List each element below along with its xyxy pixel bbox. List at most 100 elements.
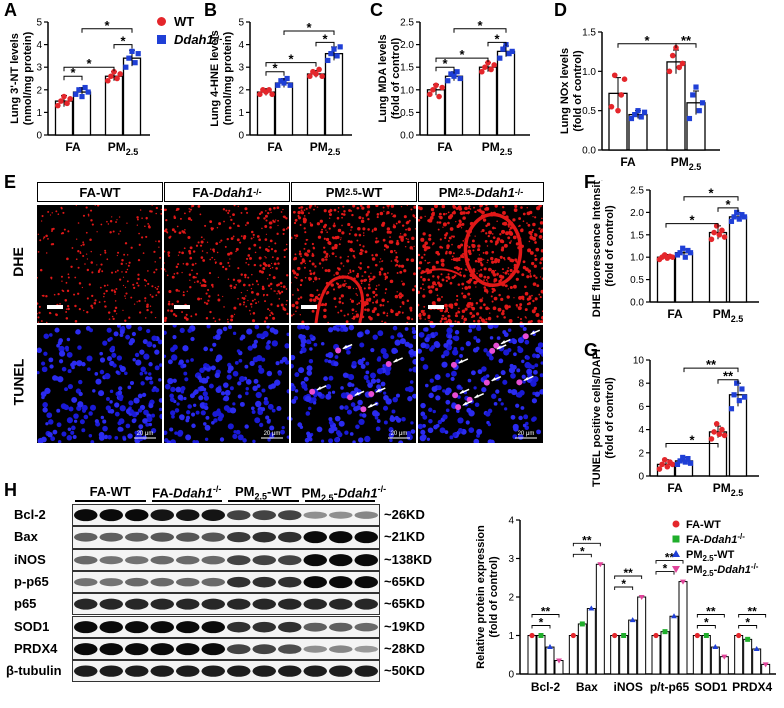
data-point bbox=[615, 107, 621, 114]
y-tick-label: 1.5 bbox=[582, 28, 596, 39]
blot-band bbox=[150, 665, 174, 677]
data-point bbox=[506, 51, 512, 57]
blot-band bbox=[252, 598, 276, 610]
data-point bbox=[111, 68, 117, 75]
bar bbox=[710, 646, 720, 675]
bar bbox=[728, 216, 748, 303]
tunel-positive-cell bbox=[455, 404, 462, 411]
data-point bbox=[703, 633, 709, 638]
data-point bbox=[579, 621, 585, 627]
blot-band bbox=[74, 533, 98, 542]
y-tick-label: 6 bbox=[638, 402, 644, 413]
micrograph-column-header: PM 2.5- Ddah1 -/- bbox=[418, 182, 544, 202]
blot-band bbox=[252, 643, 276, 654]
blot-strip bbox=[72, 615, 380, 638]
data-point bbox=[635, 108, 641, 114]
legend-item-wt: WT bbox=[157, 12, 222, 30]
bar bbox=[674, 252, 694, 303]
data-point bbox=[762, 662, 769, 668]
blot-band bbox=[125, 509, 149, 522]
blot-strip bbox=[72, 660, 380, 683]
blot-band bbox=[176, 598, 200, 610]
data-point bbox=[745, 636, 751, 642]
legend-label: PM2.5-Ddah1-/- bbox=[686, 562, 759, 578]
data-point bbox=[85, 89, 91, 95]
bar bbox=[577, 623, 587, 675]
legend-label-ko-sup: -/- bbox=[213, 34, 223, 44]
x-tick-label: PM2.5 bbox=[310, 140, 341, 157]
bar bbox=[256, 91, 276, 136]
x-tick-label: PM2.5 bbox=[482, 140, 513, 157]
blot-band bbox=[176, 509, 200, 521]
micrograph-grid: FA-WT FA- Ddah1 -/- PM 2.5 -WT PM 2.5- Ddah1 -/- DH… bbox=[10, 182, 545, 462]
arrow-head bbox=[342, 345, 348, 350]
data-point bbox=[76, 87, 82, 93]
y-axis-label: TUNEL positive cells/DAPI(fold of contro… bbox=[591, 349, 616, 487]
micrograph-column-header: PM 2.5 -WT bbox=[291, 182, 417, 202]
data-point bbox=[611, 72, 618, 79]
x-tick-label: PM2.5 bbox=[713, 307, 744, 324]
blot-band bbox=[354, 576, 378, 589]
panel-letter-b: B bbox=[204, 0, 217, 20]
arrow-head bbox=[490, 377, 496, 382]
data-point bbox=[731, 392, 737, 398]
data-point bbox=[677, 250, 683, 256]
data-point bbox=[64, 100, 70, 107]
blot-kd-label: ~65KD bbox=[384, 573, 425, 589]
data-point bbox=[588, 605, 595, 611]
data-point bbox=[741, 394, 748, 400]
blot-band bbox=[329, 622, 353, 632]
blot-band bbox=[125, 555, 149, 564]
blot-band bbox=[278, 644, 302, 654]
data-point bbox=[430, 87, 436, 93]
data-point bbox=[664, 463, 671, 470]
data-point bbox=[741, 214, 748, 220]
tunel-positive-cell bbox=[452, 392, 459, 399]
data-point bbox=[682, 459, 688, 465]
data-point bbox=[491, 62, 497, 68]
micrograph-column-header: FA-WT bbox=[37, 182, 163, 202]
legend-label-wt: WT bbox=[174, 13, 195, 29]
data-point bbox=[713, 421, 720, 427]
arrow-head bbox=[459, 389, 465, 394]
y-tick-label: 0.5 bbox=[582, 106, 596, 117]
significance-bracket bbox=[531, 614, 560, 618]
x-tick-label: FA bbox=[667, 481, 683, 495]
chart-c: 0.0 0.5 1.0 1.5 2.0 2.5 Lung MDA levels(fold o… bbox=[377, 18, 530, 157]
blot-band bbox=[125, 665, 149, 677]
bar bbox=[444, 75, 464, 136]
blot-row-label: Bax bbox=[14, 529, 38, 545]
data-point bbox=[696, 108, 702, 114]
blot-group-underline bbox=[151, 500, 222, 502]
blot-band bbox=[278, 510, 302, 521]
tunel-positive-cell bbox=[493, 342, 500, 349]
y-tick-label: 0 bbox=[508, 670, 514, 681]
data-point bbox=[55, 102, 61, 109]
data-point bbox=[123, 64, 129, 70]
blot-band bbox=[252, 665, 276, 677]
significance-bracket bbox=[696, 625, 716, 629]
data-point bbox=[736, 216, 742, 222]
significance-mark: * bbox=[745, 616, 750, 630]
data-point bbox=[439, 84, 445, 91]
significance-bracket bbox=[696, 614, 725, 618]
data-point bbox=[656, 466, 663, 472]
blot-band bbox=[303, 665, 327, 677]
significance-mark: * bbox=[689, 433, 695, 448]
blot-band bbox=[150, 555, 174, 564]
blot-row-label: SOD1 bbox=[14, 618, 50, 634]
blot-band bbox=[252, 510, 276, 521]
data-point bbox=[679, 60, 686, 67]
blot-kd-label: ~28KD bbox=[384, 640, 425, 656]
tunel-positive-cell bbox=[522, 333, 529, 340]
panel-letter-d: D bbox=[554, 0, 567, 20]
data-point bbox=[448, 71, 454, 77]
significance-mark: * bbox=[708, 186, 714, 201]
blot-band bbox=[303, 598, 327, 610]
data-point bbox=[547, 644, 553, 650]
significance-mark: * bbox=[104, 18, 110, 33]
tunel-positive-cell bbox=[489, 347, 496, 354]
micrograph-row-label: DHE bbox=[10, 247, 26, 277]
data-point bbox=[328, 51, 334, 57]
legend-marker bbox=[672, 550, 680, 557]
